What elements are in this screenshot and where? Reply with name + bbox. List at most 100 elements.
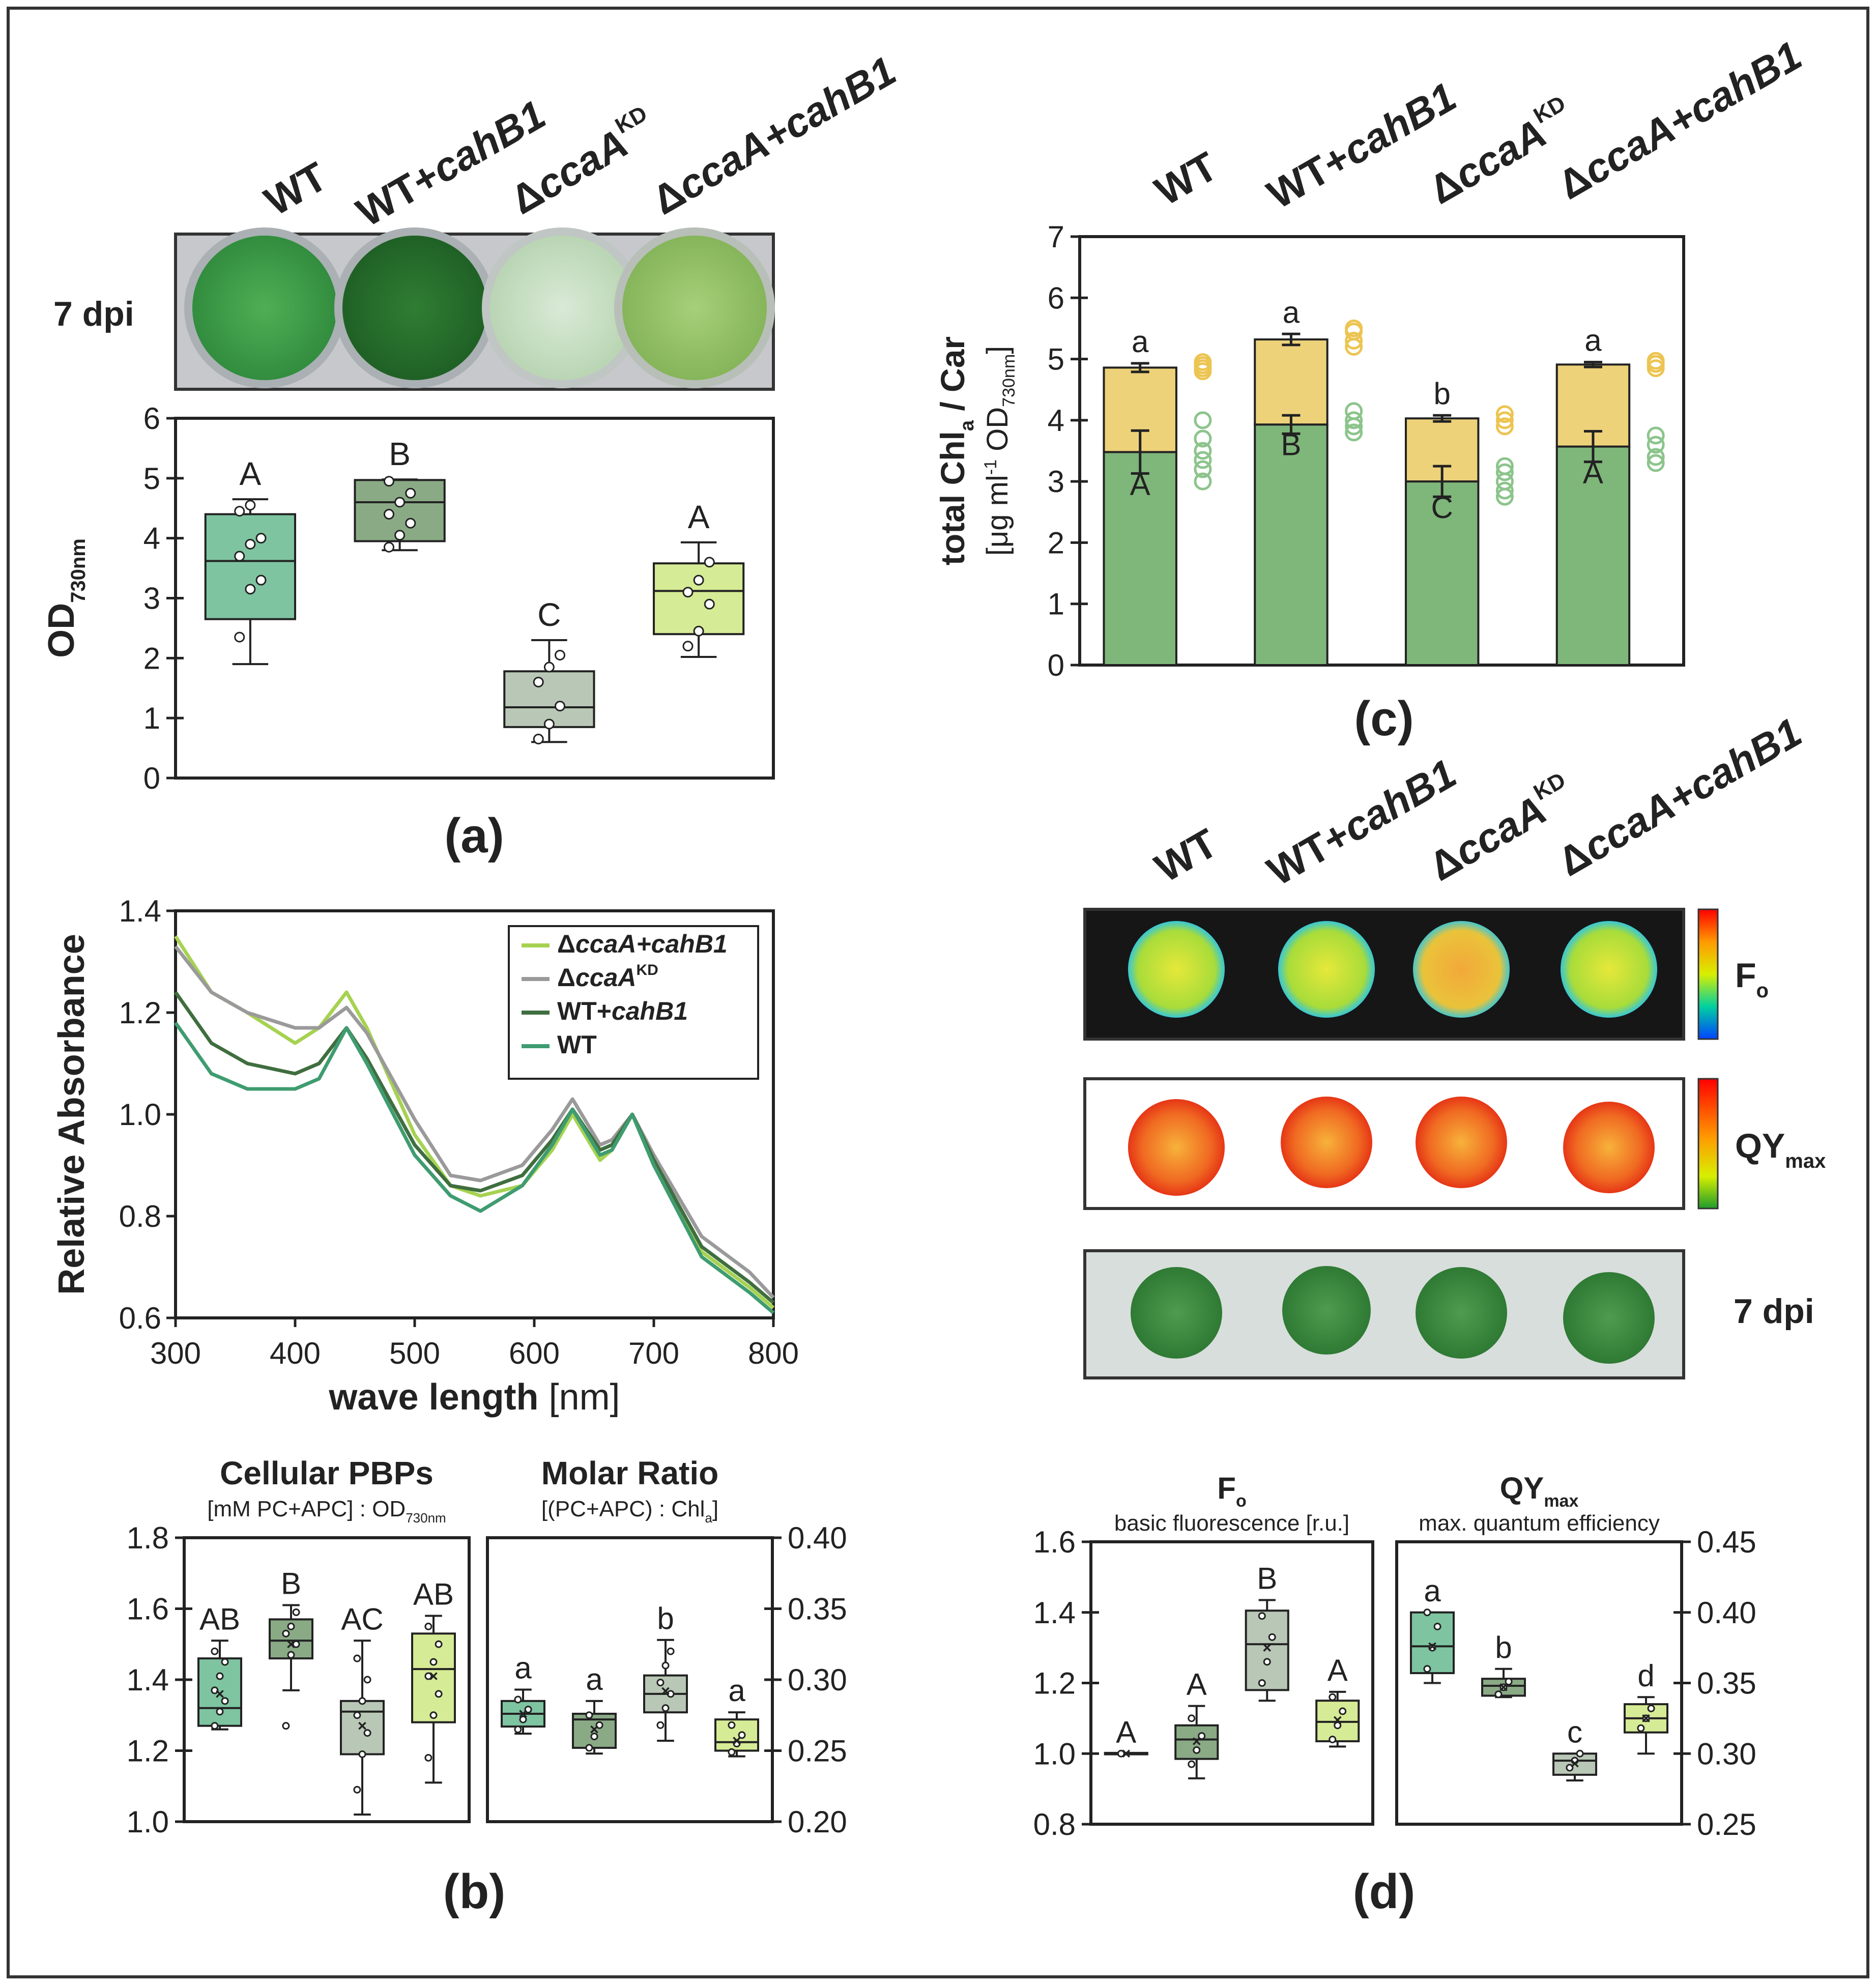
mean-marker	[661, 1687, 670, 1695]
chart-b_pbp-ytick-label: 1.4	[127, 1663, 169, 1697]
data-point	[704, 598, 715, 610]
data-point	[1339, 1707, 1347, 1715]
data-point	[383, 541, 394, 553]
chart-a-ytick-label: 6	[143, 401, 160, 436]
box-group-1: a	[572, 1662, 617, 1755]
chart-b_ratio-ytick-label: 0.35	[788, 1592, 847, 1626]
chl-point	[1647, 436, 1665, 454]
data-point	[1188, 1760, 1196, 1768]
data-point	[358, 1750, 366, 1758]
significance-letter: a	[514, 1651, 532, 1685]
bar-group-1: aB	[1254, 295, 1363, 667]
chl-point	[1194, 442, 1212, 460]
data-point	[682, 587, 694, 598]
mean-marker	[358, 1721, 366, 1730]
mean-marker	[216, 1690, 224, 1698]
chart-a-ytick-label: 4	[143, 522, 160, 556]
chl-point	[1345, 402, 1363, 420]
car-point	[1647, 352, 1665, 370]
box-rect	[340, 1700, 385, 1756]
box-rect	[204, 513, 296, 620]
spectrum-ytick-label: 1.0	[119, 1098, 161, 1132]
chart-b_pbp-ytick-label: 1.8	[127, 1521, 169, 1555]
bar-letter-upper: b	[1434, 377, 1451, 411]
data-point	[287, 1651, 295, 1659]
significance-letter: AB	[199, 1602, 240, 1636]
data-point	[424, 1672, 432, 1680]
chart-b_ratio-ytick-label: 0.20	[788, 1805, 847, 1839]
data-point	[590, 1733, 598, 1741]
significance-letter: b	[1495, 1630, 1512, 1664]
chl-point	[1194, 411, 1212, 429]
data-point	[234, 631, 245, 643]
chart-d_fo-ytick-label: 1.4	[1033, 1596, 1076, 1630]
data-point	[287, 1622, 295, 1630]
mean-marker	[519, 1710, 527, 1718]
data-point	[693, 574, 704, 586]
data-point	[211, 1647, 219, 1655]
box-group-0: a	[1410, 1574, 1455, 1684]
box-rect	[197, 1657, 242, 1727]
chart-title: QYmax	[1500, 1471, 1579, 1511]
chart-c-ylabel-units: [μg ml-1 OD730nm]	[981, 346, 1019, 556]
panel-c-strain-headers: WT WT+cahB1 ΔccaAKD ΔccaA+cahB1	[1147, 33, 1809, 218]
data-point	[363, 1729, 371, 1737]
box-group-3: d	[1624, 1658, 1668, 1755]
significance-letter: a	[1424, 1574, 1441, 1608]
box-group-0: a	[501, 1651, 545, 1735]
data-point	[216, 1708, 224, 1716]
bar-chl	[1555, 445, 1631, 667]
car-point	[1495, 405, 1514, 423]
chart-c-ytick-label: 5	[1048, 342, 1064, 377]
chart-d_fo-ytick-label: 1.2	[1033, 1666, 1076, 1701]
data-point	[585, 1744, 593, 1752]
qy-colorbar	[1697, 1078, 1719, 1210]
data-point	[1423, 1665, 1431, 1673]
data-point	[435, 1640, 443, 1648]
data-point	[255, 533, 267, 544]
spectrum-series-line	[174, 1021, 775, 1314]
chart-title: Molar Ratio	[541, 1455, 718, 1491]
data-point	[211, 1722, 219, 1730]
box-group-1: b	[1481, 1630, 1526, 1699]
mean-marker	[1499, 1683, 1508, 1691]
chl-point	[1194, 460, 1212, 478]
chart-title: Cellular PBPs	[220, 1455, 434, 1491]
data-point	[221, 1697, 229, 1705]
data-point	[1117, 1749, 1125, 1758]
bar-chl	[1103, 451, 1177, 666]
chl-point	[1647, 426, 1665, 445]
chl-point	[1194, 472, 1212, 491]
data-point	[1428, 1644, 1436, 1652]
bar-letter-upper: a	[1584, 324, 1602, 358]
chart-b_pbp-ytick-label: 1.0	[127, 1805, 169, 1839]
spectrum-xtick-label: 800	[748, 1336, 799, 1370]
panel-label-c: (c)	[1354, 692, 1413, 746]
chart-b_pbp-ytick-label: 1.6	[127, 1592, 169, 1626]
mean-marker	[287, 1640, 295, 1649]
box-group-3: AB	[411, 1577, 456, 1784]
data-point	[234, 551, 245, 562]
data-point	[216, 1672, 224, 1680]
chart-c-ytick-label: 1	[1048, 587, 1064, 621]
spectrum-ytick-label: 1.4	[119, 894, 161, 928]
chl-point	[1495, 457, 1514, 475]
mean-marker	[590, 1725, 598, 1734]
data-point	[656, 1679, 665, 1687]
data-point	[1188, 1714, 1196, 1722]
data-point	[394, 497, 406, 508]
mean-marker	[1263, 1644, 1272, 1652]
chart-d_fo-ytick-label: 1.0	[1033, 1737, 1076, 1771]
bar-group-3: aA	[1555, 324, 1665, 667]
box-group-1: B	[269, 1567, 313, 1730]
data-point	[383, 509, 394, 520]
data-point	[585, 1711, 593, 1719]
chart-a-ytick-label: 5	[143, 462, 160, 496]
data-point	[424, 1753, 432, 1762]
box-rect	[1245, 1609, 1289, 1691]
significance-letter: B	[281, 1567, 301, 1601]
strain-label-c-0: WT	[1147, 143, 1225, 214]
